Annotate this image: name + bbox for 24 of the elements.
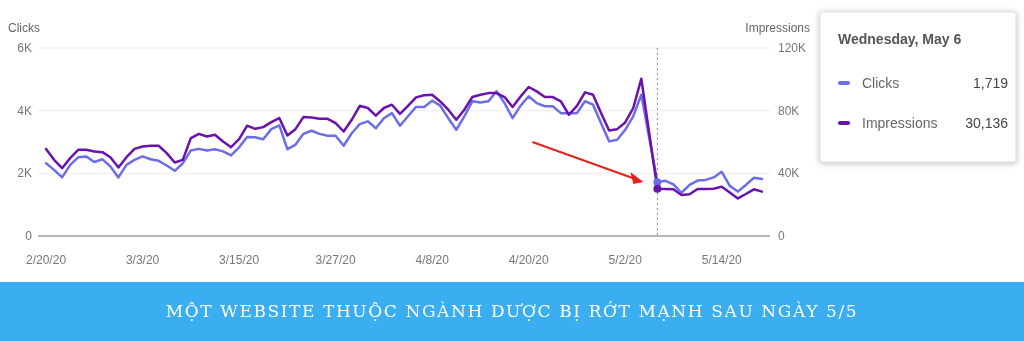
text: Wednesday, May 6: [838, 31, 962, 47]
legend-label: Clicks: [862, 75, 900, 91]
x-tick-label: 4/8/20: [415, 253, 450, 267]
legend-label: Impressions: [862, 115, 938, 131]
x-tick-label: 5/14/20: [701, 253, 743, 267]
y2-axis-title: Impressions: [745, 21, 810, 35]
x-tick-label: 2/20/20: [26, 253, 67, 267]
y2-tick-label: 120K: [778, 41, 807, 55]
x-tick-label: 3/15/20: [219, 253, 260, 267]
text: MỘT WEBSITE THUỘC NGÀNH DƯỢC BỊ RỚT MẠNH SAU NGÀY 5/5: [165, 301, 859, 321]
x-tick-label: 5/2/20: [608, 253, 643, 267]
x-tick-label: 4/20/20: [508, 253, 550, 267]
y-tick-label: 6K: [17, 41, 32, 55]
text: 30,136: [965, 115, 1009, 131]
x-tick-label: 3/27/20: [315, 253, 356, 267]
y-axis-title: Clicks: [8, 21, 40, 35]
y-tick-label: 2K: [17, 166, 32, 181]
text: 1,719: [972, 75, 1009, 91]
y2-tick-label: 40K: [778, 166, 800, 181]
y-tick-label: 0: [25, 229, 33, 243]
y-tick-label: 4K: [17, 103, 32, 118]
x-tick-label: 3/3/20: [125, 253, 160, 267]
y2-tick-label: 80K: [778, 103, 800, 118]
y2-tick-label: 0: [778, 229, 785, 243]
